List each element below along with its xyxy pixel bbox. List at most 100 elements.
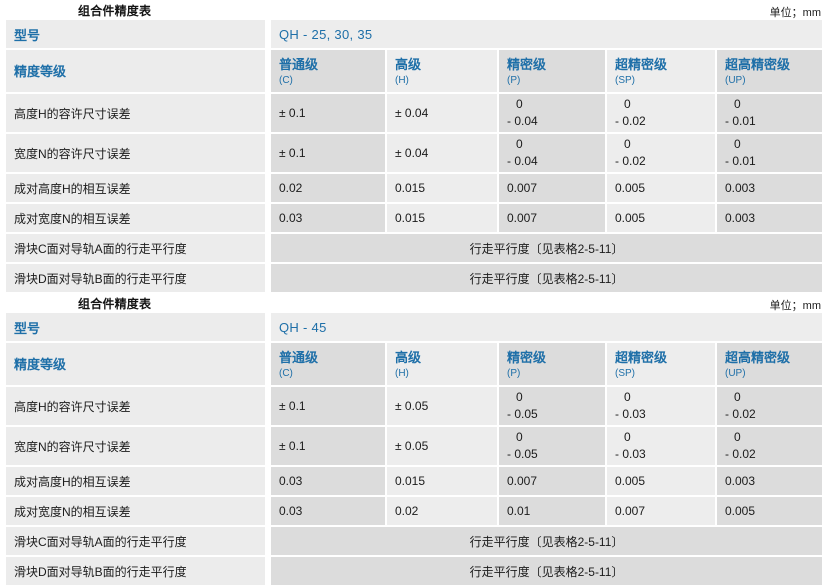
model-value: QH - 45 (271, 313, 822, 341)
row-value: 0.03 (271, 467, 385, 495)
row-label: 滑块C面对导轨A面的行走平行度 (6, 234, 265, 262)
grade-name: 高级 (395, 57, 422, 72)
row-value: ± 0.05 (387, 387, 497, 425)
grade-name: 超高精密级 (725, 57, 791, 72)
table-row: 滑块D面对导轨B面的行走平行度 行走平行度〔见表格2-5-11〕 (6, 264, 822, 292)
grade-code: (H) (395, 368, 409, 379)
row-value: 0 - 0.02 (717, 387, 822, 425)
value-upper: 0 (516, 430, 523, 444)
grade-name: 普通级 (279, 57, 319, 72)
value-upper: ± 0.1 (279, 398, 306, 413)
row-value: 0.03 (271, 497, 385, 525)
grade-header-p: 精密级 (P) (499, 50, 605, 92)
grade-name: 超精密级 (615, 57, 668, 72)
row-value: 0.003 (717, 467, 822, 495)
row-value: 0.007 (499, 467, 605, 495)
table-caption: 组合件精度表 (78, 4, 152, 18)
row-label: 滑块C面对导轨A面的行走平行度 (6, 527, 265, 555)
unit-label: 单位；mm (769, 300, 821, 312)
value-lower: - 0.04 (507, 154, 538, 168)
value-upper: ± 0.04 (395, 105, 429, 120)
row-value: 0 - 0.01 (717, 134, 822, 172)
table-caption-row: 组合件精度表 单位；mm (0, 0, 829, 20)
grade-name: 精密级 (507, 350, 547, 365)
row-note: 行走平行度〔见表格2-5-11〕 (271, 234, 822, 262)
grade-label: 精度等级 (6, 343, 265, 385)
row-label: 成对高度H的相互误差 (6, 174, 265, 202)
table-row-grade-header: 精度等级 普通级 (C) 高级 (H) 精密级 (P) 超精密级 (SP) 超高精密级 (UP) (6, 343, 822, 385)
grade-code: (C) (279, 368, 293, 379)
row-value: 0.02 (387, 497, 497, 525)
row-value: 0 - 0.03 (607, 427, 715, 465)
value-lower: - 0.03 (615, 447, 646, 461)
row-value: ± 0.04 (387, 134, 497, 172)
value-lower: - 0.02 (725, 447, 756, 461)
row-value: 0 - 0.05 (499, 387, 605, 425)
row-note: 行走平行度〔见表格2-5-11〕 (271, 527, 822, 555)
accuracy-table-block-2: 组合件精度表 单位；mm 型号 QH - 45 精度等级 普通级 (C) 高级 (H) 精密级 (P… (0, 293, 829, 587)
row-label: 宽度N的容许尺寸误差 (6, 427, 265, 465)
row-label: 成对宽度N的相互误差 (6, 204, 265, 232)
model-label: 型号 (6, 20, 265, 48)
table-row: 成对高度H的相互误差 0.03 0.015 0.007 0.005 0.003 (6, 467, 822, 495)
value-upper: ± 0.1 (279, 145, 306, 160)
row-value: 0.005 (607, 204, 715, 232)
row-value: 0 - 0.04 (499, 134, 605, 172)
row-value: 0 - 0.03 (607, 387, 715, 425)
grade-header-h: 高级 (H) (387, 50, 497, 92)
value-lower: - 0.05 (507, 407, 538, 421)
row-value: ± 0.1 (271, 427, 385, 465)
grade-header-sp: 超精密级 (SP) (607, 343, 715, 385)
row-value: 0.015 (387, 204, 497, 232)
value-upper: 0 (624, 137, 631, 151)
row-value: 0.01 (499, 497, 605, 525)
grade-name: 超高精密级 (725, 350, 791, 365)
grade-code: (P) (507, 368, 521, 379)
value-upper: 0 (516, 137, 523, 151)
table-row: 宽度N的容许尺寸误差 ± 0.1 ± 0.05 0 - 0.05 0 - 0.03 0 - 0.… (6, 427, 822, 465)
table-row: 滑块D面对导轨B面的行走平行度 行走平行度〔见表格2-5-11〕 (6, 557, 822, 585)
row-value: 0.003 (717, 174, 822, 202)
grade-code: (UP) (725, 75, 746, 86)
value-upper: 0 (734, 430, 741, 444)
value-upper: 0 (734, 390, 741, 404)
row-value: 0.015 (387, 174, 497, 202)
row-value: 0.005 (717, 497, 822, 525)
row-value: 0.005 (607, 467, 715, 495)
table-row: 滑块C面对导轨A面的行走平行度 行走平行度〔见表格2-5-11〕 (6, 527, 822, 555)
row-label: 成对高度H的相互误差 (6, 467, 265, 495)
grade-name: 高级 (395, 350, 422, 365)
row-value: 0.02 (271, 174, 385, 202)
table-row: 成对宽度N的相互误差 0.03 0.015 0.007 0.005 0.003 (6, 204, 822, 232)
value-upper: 0 (624, 430, 631, 444)
row-value: ± 0.1 (271, 94, 385, 132)
grade-header-sp: 超精密级 (SP) (607, 50, 715, 92)
accuracy-table-block-1: 组合件精度表 单位；mm 型号 QH - 25, 30, 35 精度等级 普通级 (C) 高级… (0, 0, 829, 292)
grade-code: (P) (507, 75, 521, 86)
model-value: QH - 25, 30, 35 (271, 20, 822, 48)
row-label: 高度H的容许尺寸误差 (6, 387, 265, 425)
value-lower: - 0.01 (725, 154, 756, 168)
value-upper: 0 (516, 97, 523, 111)
table-row-model: 型号 QH - 25, 30, 35 (6, 20, 822, 48)
row-note: 行走平行度〔见表格2-5-11〕 (271, 557, 822, 585)
row-value: 0.007 (607, 497, 715, 525)
grade-code: (C) (279, 75, 293, 86)
value-upper: ± 0.05 (395, 398, 429, 413)
row-value: 0 - 0.02 (607, 134, 715, 172)
grade-header-p: 精密级 (P) (499, 343, 605, 385)
value-lower: - 0.03 (615, 407, 646, 421)
value-lower: - 0.02 (725, 407, 756, 421)
row-value: 0.03 (271, 204, 385, 232)
table-row: 成对高度H的相互误差 0.02 0.015 0.007 0.005 0.003 (6, 174, 822, 202)
value-upper: ± 0.1 (279, 105, 306, 120)
table-row: 宽度N的容许尺寸误差 ± 0.1 ± 0.04 0 - 0.04 0 - 0.02 0 - 0.… (6, 134, 822, 172)
row-value: 0.003 (717, 204, 822, 232)
grade-header-c: 普通级 (C) (271, 50, 385, 92)
value-upper: 0 (516, 390, 523, 404)
value-upper: 0 (734, 97, 741, 111)
grade-header-h: 高级 (H) (387, 343, 497, 385)
value-lower: - 0.02 (615, 154, 646, 168)
table-row-model: 型号 QH - 45 (6, 313, 822, 341)
